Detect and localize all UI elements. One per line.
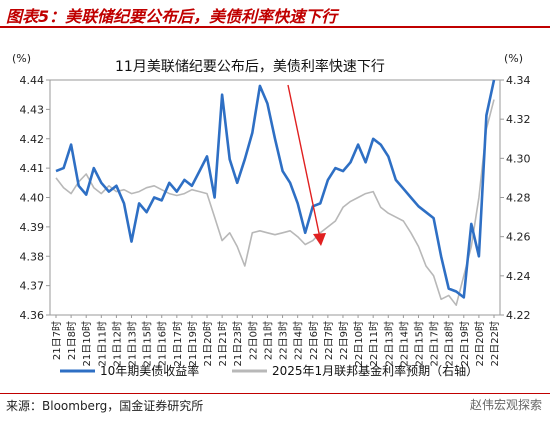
x-tick-label: 22日18时	[444, 321, 456, 366]
source-note: 来源：Bloomberg，国金证券研究所	[6, 399, 204, 413]
x-tick-label: 22日20时	[474, 321, 486, 366]
x-tick-label: 21日10时	[81, 321, 93, 366]
x-tick-label: 21日16时	[157, 321, 169, 366]
left-tick-label: 4.42	[20, 133, 45, 146]
x-axis: 21日7时 21日8时 21日10时 21日11时 21日12时 21日13时 21日15时…	[51, 315, 501, 366]
left-tick-label: 4.40	[20, 192, 45, 205]
left-tick-label: 4.39	[20, 221, 45, 234]
left-unit-label: (%)	[12, 52, 31, 65]
right-tick-label: 4.26	[506, 231, 531, 244]
figure-title: 图表5：美联储纪要公布后，美债利率快速下行	[6, 7, 338, 26]
x-tick-label: 22日4时	[293, 321, 305, 360]
right-unit-label: (%)	[504, 52, 523, 65]
right-tick-label: 4.24	[506, 270, 531, 283]
x-tick-label: 21日19时	[187, 321, 199, 366]
x-tick-label: 22日22时	[489, 321, 501, 366]
x-tick-label: 22日7时	[323, 321, 335, 360]
x-tick-label: 22日17时	[429, 321, 441, 366]
x-tick-label: 22日1时	[262, 321, 274, 360]
x-tick-label: 22日19时	[459, 321, 471, 366]
series-layer	[55, 79, 496, 307]
x-tick-label: 22日10时	[353, 321, 365, 366]
left-tick-label: 4.38	[20, 250, 45, 263]
annotation-arrow-head	[313, 233, 326, 246]
right-tick-label: 4.28	[506, 192, 531, 205]
x-tick-label: 22日13时	[383, 321, 395, 366]
x-tick-label: 21日7时	[51, 321, 63, 360]
x-tick-label: 22日6时	[308, 321, 320, 360]
x-tick-label: 22日0时	[247, 321, 259, 360]
x-tick-label: 21日11时	[96, 321, 108, 366]
series-line-ffr-expectation	[55, 99, 495, 307]
x-tick-label: 22日9时	[338, 321, 350, 360]
plot-frame	[49, 79, 501, 316]
x-tick-label: 21日13时	[127, 321, 139, 366]
x-tick-label: 22日15时	[413, 321, 425, 366]
right-tick-label: 4.22	[506, 309, 531, 322]
chart-annotation: 11月美联储纪要公布后，美债利率快速下行	[115, 58, 385, 75]
chart: 4.36 4.37 4.38 4.39 4.40 4.41 4.42 4.43 4.44 4.2…	[12, 52, 531, 378]
x-tick-label: 22日14时	[398, 321, 410, 366]
x-tick-label: 21日8时	[66, 321, 78, 360]
left-tick-label: 4.43	[20, 103, 45, 116]
annotation-arrow-line	[287, 84, 321, 239]
watermark: 赵伟宏观探索	[469, 398, 542, 412]
legend-label-ffr: 2025年1月联邦基金利率预期（右轴）	[272, 363, 478, 378]
x-tick-label: 21日15时	[142, 321, 154, 366]
x-tick-label: 22日3时	[278, 321, 290, 360]
left-axis: 4.36 4.37 4.38 4.39 4.40 4.41 4.42 4.43 4.44	[20, 74, 50, 322]
x-tick-label: 21日21时	[217, 321, 229, 366]
legend-label-yield: 10年期美债收益率	[100, 363, 199, 378]
title-rule	[0, 26, 550, 28]
x-tick-label: 21日17时	[172, 321, 184, 366]
right-tick-label: 4.32	[506, 113, 531, 126]
x-tick-label: 21日12时	[111, 321, 123, 366]
legend: 10年期美债收益率 2025年1月联邦基金利率预期（右轴）	[60, 363, 478, 378]
series-line-yield	[55, 79, 496, 299]
x-tick-label: 22日11时	[368, 321, 380, 366]
left-tick-label: 4.41	[20, 162, 45, 175]
left-tick-label: 4.37	[20, 280, 45, 293]
right-tick-label: 4.30	[506, 152, 531, 165]
right-tick-label: 4.34	[506, 74, 531, 87]
x-tick-label: 21日20时	[202, 321, 214, 366]
footer-rule	[0, 393, 550, 394]
x-tick-label: 21日23时	[232, 321, 244, 366]
left-tick-label: 4.44	[20, 74, 45, 87]
right-axis: 4.22 4.24 4.26 4.28 4.30 4.32 4.34	[500, 74, 531, 322]
left-tick-label: 4.36	[20, 309, 45, 322]
